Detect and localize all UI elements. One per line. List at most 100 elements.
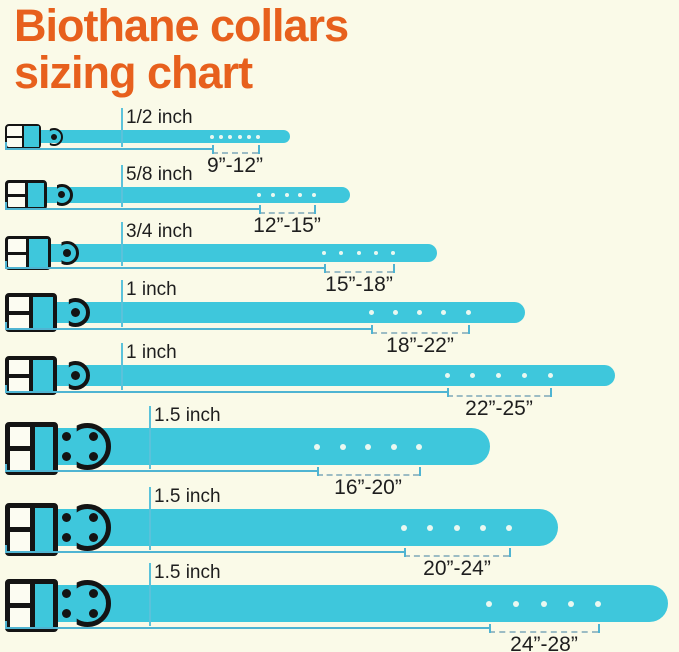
buckle-frame [5,293,57,332]
buckle-frame-bar [24,183,28,207]
bracket-tick [419,467,421,476]
length-bracket-line [5,328,371,330]
strap-hole [480,525,486,531]
strap-hole [506,525,512,531]
strap-hole [298,193,302,197]
collar-strap [5,187,350,203]
title-line-1: Biothane collars [14,0,349,51]
d-ring-icon [76,504,111,551]
strap-hole [312,193,316,197]
strap-hole [256,135,260,139]
length-bracket-line [5,551,404,553]
buckle-strap-band [29,427,53,470]
width-label-tick [121,222,123,266]
strap-hole [365,444,371,450]
size-range-label: 16”-20” [334,476,402,499]
buckle-frame-bar [29,297,34,328]
bracket-tick [314,205,316,214]
buckle-ring [68,361,90,390]
length-bracket-line [5,391,447,393]
width-label-tick [121,108,123,147]
size-range-label: 12”-15” [253,214,321,237]
size-range-dashes [489,631,598,633]
width-label: 1 inch [126,342,177,363]
buckle-rivet [62,432,71,441]
size-range-dashes [324,271,393,273]
buckle-frame-bar [8,251,28,255]
buckle-strap-band [29,360,53,391]
bracket-tick [317,467,319,476]
buckle-frame-bar [29,360,34,391]
buckle-frame-bar [10,527,32,532]
buckle-frame [5,356,57,395]
buckle-frame-bar [29,508,35,551]
size-range-label: 24”-28” [510,633,578,652]
size-range-label: 22”-25” [465,397,533,420]
buckle-frame-bar [9,373,31,378]
strap-hole [466,310,471,315]
width-label-tick [149,563,151,626]
bracket-tick [5,545,7,552]
size-range-label: 9”-12” [206,154,264,177]
width-label: 1.5 inch [154,405,221,426]
collar-strap [5,365,615,386]
size-range-dashes [447,395,550,397]
strap-hole [470,373,475,378]
bracket-tick [371,325,373,334]
buckle-frame-bar [26,239,30,267]
d-ring-icon [76,580,111,627]
strap-hole [238,135,242,139]
buckle-frame [5,503,58,556]
length-bracket-line [5,208,259,210]
buckle-ring [61,241,79,265]
buckle-rivet [51,134,57,140]
strap-hole [548,373,553,378]
buckle-strap-band [21,126,39,147]
strap-hole [427,525,433,531]
size-range-label: 20”-24” [423,557,491,580]
width-label: 3/4 inch [126,221,193,242]
buckle-frame-bar [7,135,23,138]
strap-hole [445,373,450,378]
buckle-frame-bar [8,193,26,197]
strap-hole [247,135,251,139]
buckle-strap-band [29,508,53,551]
strap-hole [595,601,601,607]
buckle-strap-band [24,183,44,207]
bracket-tick [468,325,470,334]
width-label: 5/8 inch [126,164,193,185]
strap-hole [401,525,407,531]
width-label-tick [149,487,151,550]
bracket-tick [324,264,326,273]
buckle-ring [56,184,73,206]
strap-hole [339,251,343,255]
buckle-rivet [62,609,71,618]
strap-hole [374,251,378,255]
strap-hole [568,601,574,607]
strap-hole [271,193,275,197]
bracket-tick [489,624,491,633]
bracket-tick [5,322,7,329]
title-line-2: sizing chart [14,47,253,98]
strap-hole [393,310,398,315]
strap-hole [314,444,320,450]
collar-strap [5,130,290,143]
bracket-tick [5,621,7,628]
strap-hole [340,444,346,450]
buckle-frame-bar [10,446,32,451]
width-label-tick [149,406,151,469]
strap-hole [496,373,501,378]
strap-hole [454,525,460,531]
buckle-strap-band [29,297,53,328]
strap-hole [391,444,397,450]
bracket-tick [5,464,7,471]
strap-hole [219,135,223,139]
bracket-tick [550,388,552,397]
strap-hole [285,193,289,197]
